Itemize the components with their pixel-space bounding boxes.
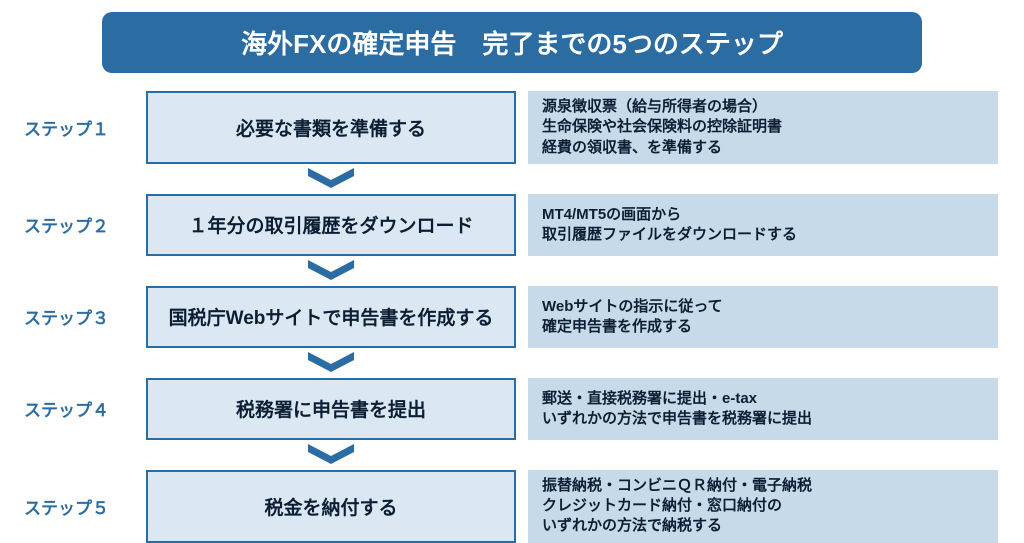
header-title: 海外FXの確定申告 完了までの5つのステップ xyxy=(241,29,783,59)
step-description-line: いずれかの方法で納税する xyxy=(542,516,984,536)
step-title-box: １年分の取引履歴をダウンロード xyxy=(146,194,516,256)
step-description-line: 取引履歴ファイルをダウンロードする xyxy=(542,225,984,245)
step-description-line: Webサイトの指示に従って xyxy=(542,297,984,317)
step-description-line: MT4/MT5の画面から xyxy=(542,205,984,225)
step-description: MT4/MT5の画面から取引履歴ファイルをダウンロードする xyxy=(528,194,998,256)
step-row: ステップ５税金を納付する振替納税・コンビニＱＲ納付・電子納税クレジットカード納付… xyxy=(24,470,1000,543)
step-description-line: 生命保険や社会保険料の控除証明書 xyxy=(542,117,984,137)
step-label: ステップ３ xyxy=(24,286,134,348)
steps-container: ステップ１必要な書類を準備する源泉徴収票（給与所得者の場合）生命保険や社会保険料… xyxy=(24,91,1000,543)
step-label: ステップ５ xyxy=(24,470,134,543)
step-description-line: 郵送・直接税務署に提出・e-tax xyxy=(542,389,984,409)
step-description: 郵送・直接税務署に提出・e-taxいずれかの方法で申告書を税務署に提出 xyxy=(528,378,998,440)
chevron-down-icon xyxy=(308,352,354,374)
arrow-row xyxy=(24,164,1000,194)
step-description-line: クレジットカード納付・窓口納付の xyxy=(542,496,984,516)
step-description: 振替納税・コンビニＱＲ納付・電子納税クレジットカード納付・窓口納付のいずれかの方… xyxy=(528,470,998,543)
step-row: ステップ１必要な書類を準備する源泉徴収票（給与所得者の場合）生命保険や社会保険料… xyxy=(24,91,1000,164)
step-description-line: 経費の領収書、を準備する xyxy=(542,138,984,158)
header-banner: 海外FXの確定申告 完了までの5つのステップ xyxy=(102,12,922,73)
step-label: ステップ４ xyxy=(24,378,134,440)
arrow-row xyxy=(24,256,1000,286)
step-description-line: いずれかの方法で申告書を税務署に提出 xyxy=(542,409,984,429)
step-row: ステップ３国税庁Webサイトで申告書を作成するWebサイトの指示に従って確定申告… xyxy=(24,286,1000,348)
step-description: Webサイトの指示に従って確定申告書を作成する xyxy=(528,286,998,348)
step-row: ステップ２１年分の取引履歴をダウンロードMT4/MT5の画面から取引履歴ファイル… xyxy=(24,194,1000,256)
step-description-line: 源泉徴収票（給与所得者の場合） xyxy=(542,97,984,117)
step-label: ステップ２ xyxy=(24,194,134,256)
chevron-down-icon xyxy=(308,168,354,190)
step-title-box: 税金を納付する xyxy=(146,470,516,543)
chevron-down-icon xyxy=(308,260,354,282)
chevron-down-icon xyxy=(308,444,354,466)
arrow-row xyxy=(24,348,1000,378)
step-label: ステップ１ xyxy=(24,91,134,164)
step-description-line: 確定申告書を作成する xyxy=(542,317,984,337)
arrow-row xyxy=(24,440,1000,470)
step-title-box: 必要な書類を準備する xyxy=(146,91,516,164)
step-title-box: 税務署に申告書を提出 xyxy=(146,378,516,440)
step-row: ステップ４税務署に申告書を提出郵送・直接税務署に提出・e-taxいずれかの方法で… xyxy=(24,378,1000,440)
step-description-line: 振替納税・コンビニＱＲ納付・電子納税 xyxy=(542,476,984,496)
step-title-box: 国税庁Webサイトで申告書を作成する xyxy=(146,286,516,348)
step-description: 源泉徴収票（給与所得者の場合）生命保険や社会保険料の控除証明書経費の領収書、を準… xyxy=(528,91,998,164)
